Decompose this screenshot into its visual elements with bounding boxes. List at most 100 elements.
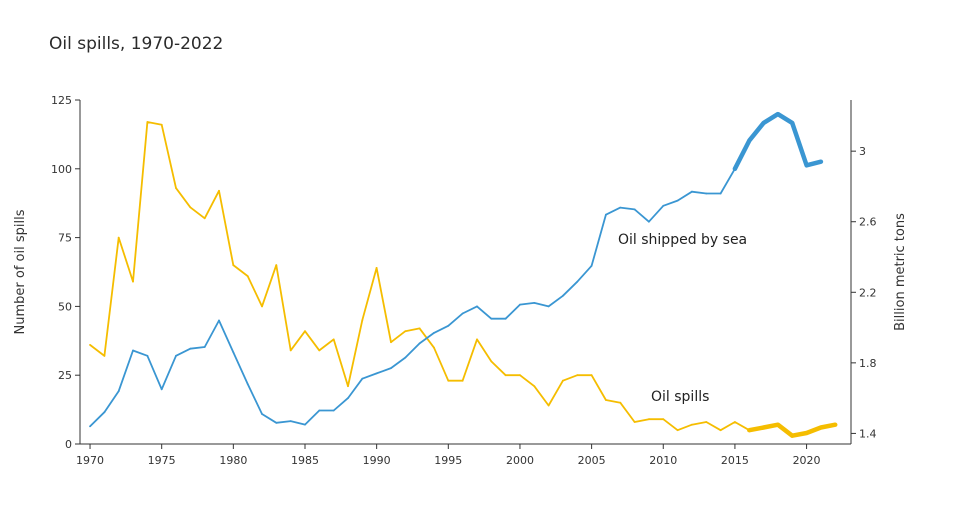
data-point-spills [748,429,751,432]
data-point-spills [705,421,708,423]
data-point-shipped [576,280,579,283]
data-point-spills [404,330,407,333]
right-tick-label: 2.6 [859,216,877,229]
data-point-shipped [232,351,235,354]
series-highlight-spills [747,422,838,438]
data-point-shipped [132,349,134,352]
data-point-shipped [791,122,794,124]
data-point-shipped [691,190,693,193]
right-tick-label: 2.2 [859,286,877,299]
data-point-spills [633,421,636,423]
data-point-spills [762,426,765,429]
data-point-shipped [490,317,493,320]
data-point-spills [275,264,278,266]
data-point-shipped [547,305,550,308]
data-point-shipped [375,372,378,375]
x-tick-label: 2005 [578,454,606,467]
data-point-spills [390,341,392,344]
data-point-shipped [418,342,421,345]
data-point-shipped [218,319,220,322]
data-point-spills [117,236,120,239]
data-point-shipped [605,213,607,216]
x-tick-label: 1970 [76,454,104,467]
data-point-spills [820,426,822,429]
data-point-shipped [160,388,163,391]
data-point-spills [447,379,450,382]
left-tick-label: 100 [51,163,72,176]
data-point-shipped [404,356,407,359]
data-point-shipped [633,208,636,211]
data-point-shipped [275,421,278,424]
data-point-shipped [476,305,478,308]
series-highlight-shipped [732,111,824,172]
data-point-spills [777,423,779,426]
left-axis-title: Number of oil spills [13,209,28,334]
data-point-shipped [318,409,321,412]
data-point-spills [347,385,349,388]
x-tick-label: 2010 [649,454,677,467]
data-point-shipped [175,354,177,357]
data-point-spills [89,344,91,346]
data-point-shipped [748,139,751,142]
data-point-spills [218,189,220,192]
data-point-shipped [762,122,765,124]
data-point-spills [304,330,306,333]
data-point-shipped [347,397,349,399]
x-tick-label: 2015 [721,454,749,467]
data-point-spills [662,418,665,421]
data-point-shipped [433,332,435,334]
data-point-shipped [304,423,306,426]
series-label-shipped: Oil shipped by sea [618,232,747,248]
left-tick-label: 125 [51,94,72,107]
data-point-spills [418,327,421,330]
data-point-shipped [89,425,91,428]
data-point-shipped [648,220,650,223]
data-point-shipped [189,347,192,350]
data-point-spills [504,374,507,377]
data-point-spills [189,206,192,209]
data-point-spills [547,404,550,407]
data-point-shipped [246,383,249,385]
data-point-spills [719,429,722,432]
data-point-spills [375,267,378,269]
data-point-shipped [103,411,106,414]
data-point-spills [261,305,263,308]
data-point-shipped [662,204,665,207]
data-point-spills [648,418,650,421]
x-tick-label: 1980 [219,454,247,467]
series-line-shipped [89,113,822,428]
data-point-spills [146,121,149,123]
chart-title: Oil spills, 1970-2022 [49,34,224,54]
left-tick-label: 75 [58,232,72,245]
series-line-spills [89,121,836,437]
data-point-spills [461,379,464,382]
data-point-shipped [203,346,206,348]
data-point-shipped [504,317,507,320]
data-point-shipped [332,409,335,412]
data-point-spills [619,401,622,404]
data-point-spills [203,217,206,220]
data-point-spills [533,385,536,388]
right-tick-label: 1.8 [859,357,877,370]
data-point-spills [103,355,106,357]
data-point-shipped [719,192,722,195]
left-tick-label: 50 [58,300,72,313]
data-point-shipped [619,206,622,209]
data-point-spills [175,187,177,190]
data-point-spills [791,434,794,437]
data-point-spills [676,429,679,432]
data-point-spills [318,349,321,352]
data-point-shipped [447,324,450,327]
data-point-shipped [289,420,292,422]
right-axis-title: Billion metric tons [893,213,908,331]
data-point-shipped [777,113,779,115]
data-point-shipped [820,160,822,163]
data-point-spills [433,346,435,349]
data-point-spills [361,319,364,322]
data-point-spills [805,432,808,434]
data-point-shipped [117,390,120,392]
data-point-shipped [461,312,464,315]
series-label-spills: Oil spills [651,389,709,405]
